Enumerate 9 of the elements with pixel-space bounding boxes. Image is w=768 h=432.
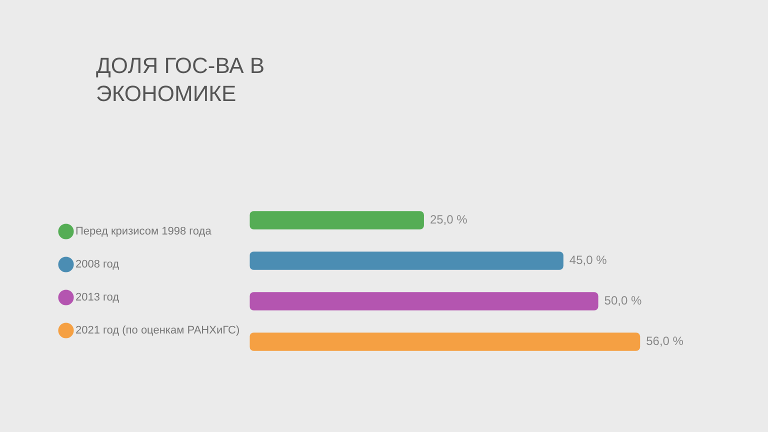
chart-title: ДОЛЯ ГОС-ВА В ЭКОНОМИКЕ [96, 52, 266, 108]
data-label: 45,0 % [569, 253, 608, 268]
data-label: 56,0 % [646, 334, 684, 348]
data-label: 50,0 % [604, 294, 642, 308]
legend-label: 2021 год (по оценкам РАНХиГС) [76, 324, 240, 337]
legend-label: 2008 год [76, 258, 120, 271]
data-label: 25,0 % [430, 212, 468, 227]
legend-label: Перед кризисом 1998 года [76, 226, 212, 238]
legend-label: 2013 год [76, 292, 120, 304]
